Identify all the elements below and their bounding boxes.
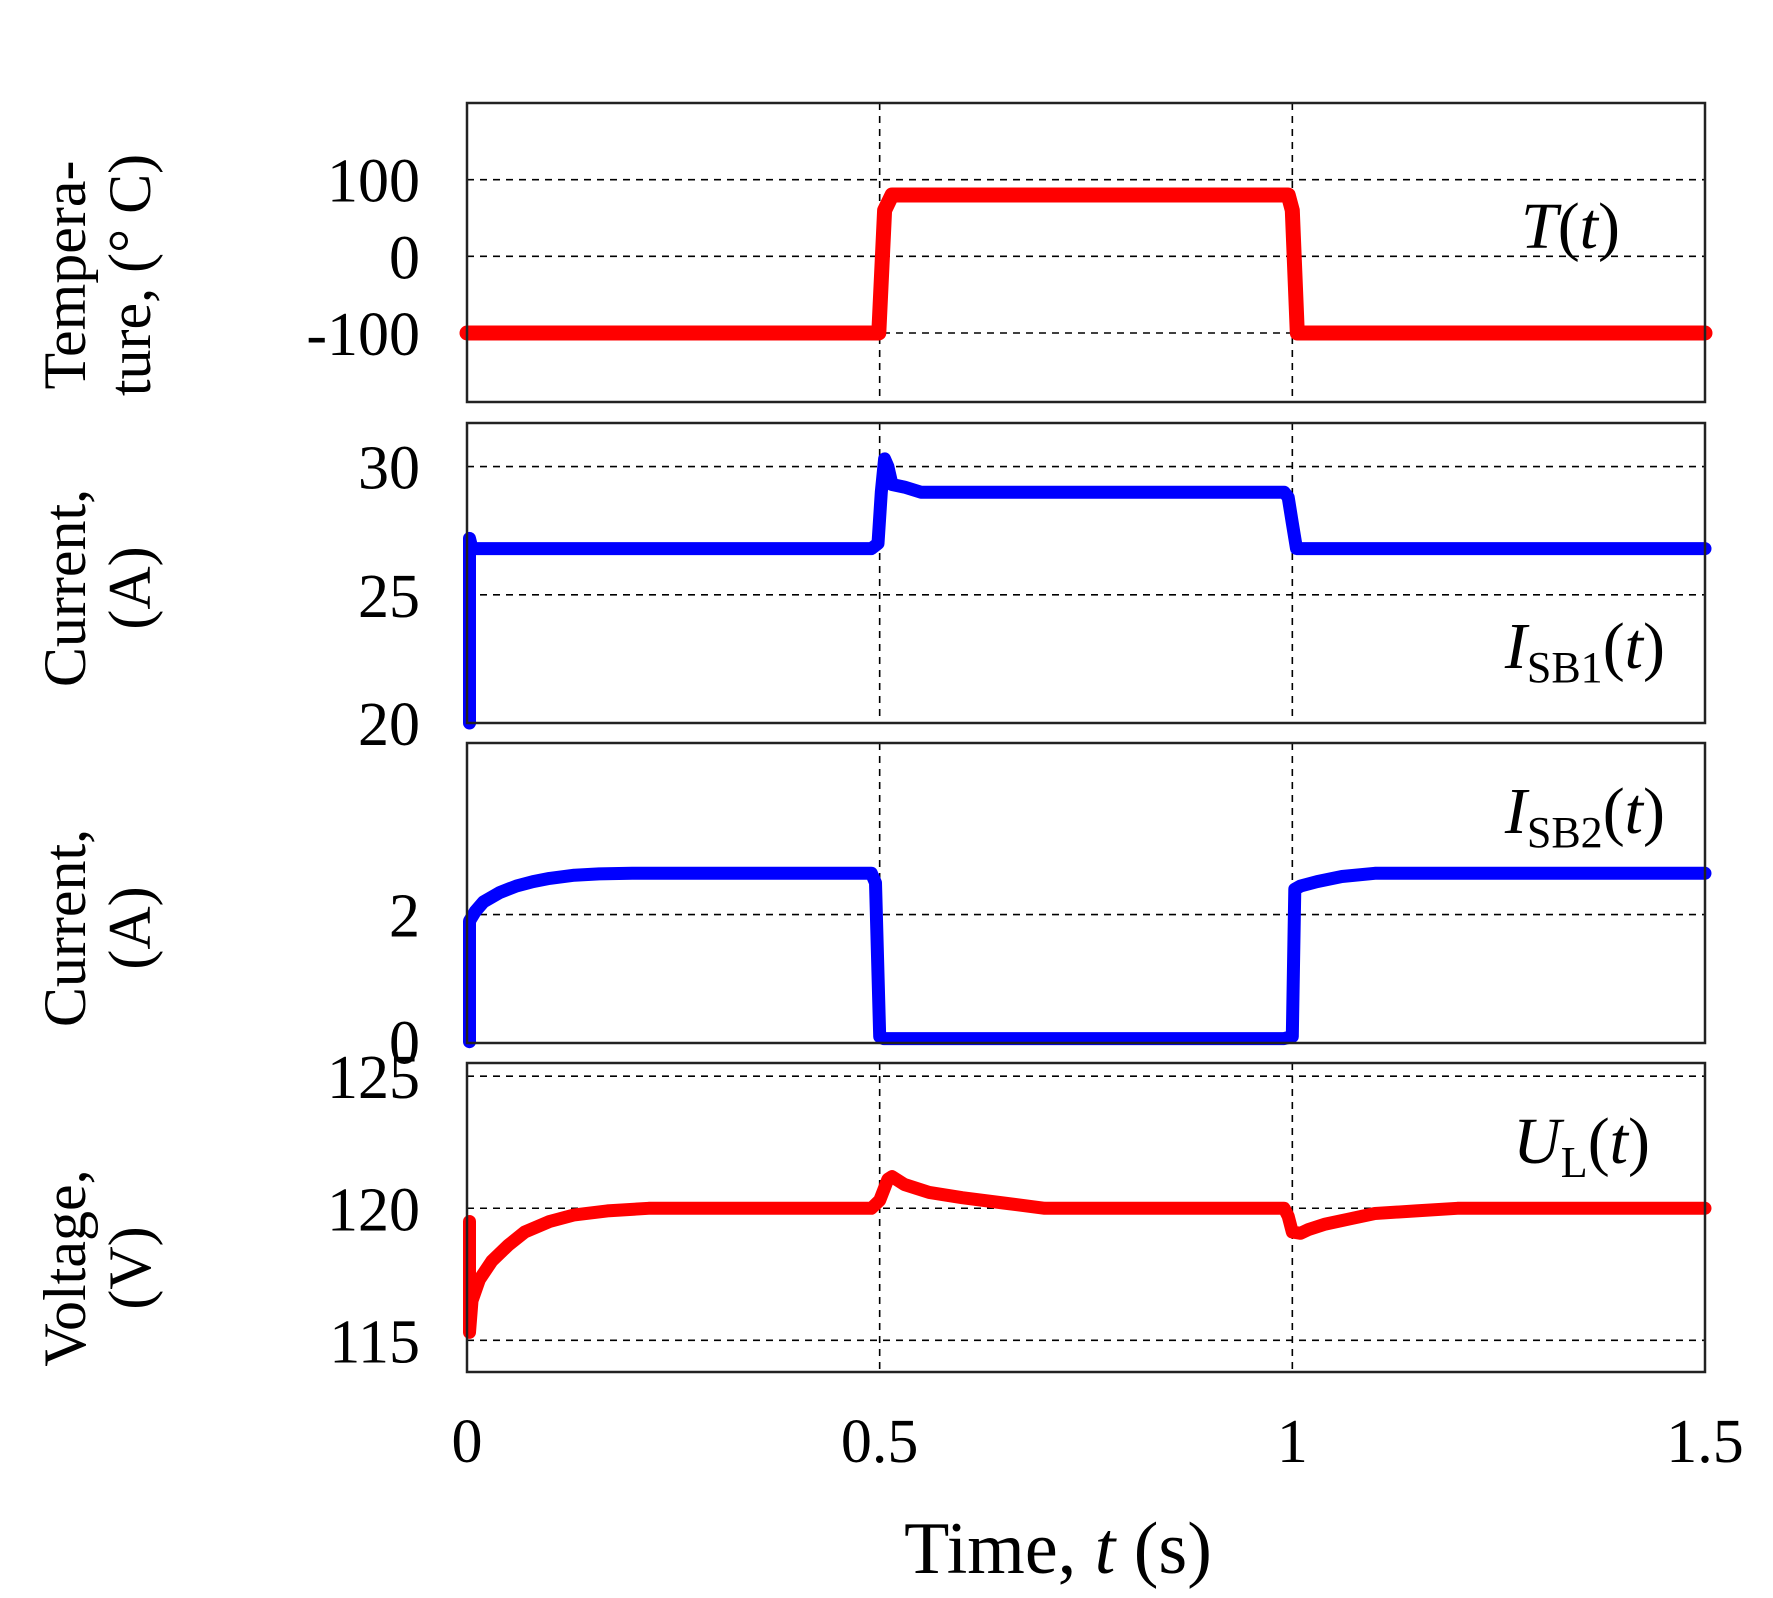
y-tick-label: 125 bbox=[327, 1044, 420, 1112]
trace-label: UL(t) bbox=[1513, 1105, 1650, 1187]
y-tick-label: 120 bbox=[327, 1176, 420, 1244]
ylabel-voltage-line2: (V) bbox=[97, 1226, 163, 1309]
ylabel-current-sb2: Current, (A) bbox=[32, 829, 163, 1027]
trace-label-main: T bbox=[1521, 190, 1562, 263]
y-tick-label: 20 bbox=[358, 691, 420, 759]
x-axis-label-prefix: Time, bbox=[904, 1508, 1095, 1590]
y-tick-label: -100 bbox=[306, 301, 420, 369]
trace-label-main: U bbox=[1513, 1105, 1565, 1178]
trace-label-arg-close: ) bbox=[1643, 610, 1665, 683]
trace-label-arg: ( bbox=[1558, 190, 1580, 263]
trace-label-arg: ( bbox=[1603, 775, 1625, 848]
trace-label-arg: ( bbox=[1603, 610, 1625, 683]
ylabel-temperature: Tempera- ture, (° C) bbox=[32, 154, 163, 396]
y-tick-label: 100 bbox=[327, 148, 420, 216]
x-axis-ticks: 0 0.5 1 1.5 bbox=[452, 1408, 1744, 1476]
trace-label-arg-var: t bbox=[1610, 1105, 1630, 1178]
trace-label-arg-close: ) bbox=[1628, 1105, 1650, 1178]
plot-frame bbox=[465, 421, 1707, 725]
trace-label-arg-close: ) bbox=[1598, 190, 1620, 263]
series-line bbox=[463, 866, 1712, 1049]
series-line bbox=[459, 187, 1713, 341]
trace-label-sub: SB2 bbox=[1527, 808, 1603, 857]
x-axis-label-var: t bbox=[1095, 1508, 1118, 1590]
ylabel-temperature-line2: ture, (° C) bbox=[97, 154, 163, 396]
plot-frame bbox=[465, 741, 1707, 1045]
series-line bbox=[463, 1170, 1712, 1339]
x-axis-label: Time, t (s) bbox=[904, 1508, 1212, 1590]
x-axis-label-suffix: (s) bbox=[1115, 1508, 1212, 1590]
trace-label-sub: L bbox=[1561, 1138, 1588, 1187]
x-tick-label: 0 bbox=[452, 1408, 483, 1476]
x-tick-label: 1.5 bbox=[1666, 1408, 1744, 1476]
trace-label-arg-close: ) bbox=[1643, 775, 1665, 848]
panel-temperature: 100 0 -100 T(t) bbox=[306, 101, 1713, 404]
ylabel-current-sb1-line1: Current, bbox=[32, 489, 98, 687]
panel-voltage: 125 120 115 UL(t) bbox=[327, 1044, 1712, 1376]
trace-label: T(t) bbox=[1521, 190, 1620, 263]
y-tick-label: 0 bbox=[389, 1010, 420, 1078]
trace-label-main: I bbox=[1504, 610, 1530, 683]
y-tick-label: 2 bbox=[389, 883, 420, 951]
trace-label: ISB2(t) bbox=[1504, 775, 1665, 857]
panel-current-sb1: 30 25 20 ISB1(t) bbox=[358, 421, 1712, 759]
trace-label-arg-var: t bbox=[1625, 775, 1645, 848]
ylabel-current-sb2-line1: Current, bbox=[32, 829, 98, 1027]
y-tick-label: 115 bbox=[329, 1308, 420, 1376]
panel-current-sb2: 2 0 ISB2(t) bbox=[389, 741, 1712, 1078]
y-tick-label: 0 bbox=[389, 224, 420, 292]
ylabel-voltage: Voltage, (V) bbox=[32, 1169, 163, 1366]
y-tick-label: 25 bbox=[358, 563, 420, 631]
trace-label-sub: SB1 bbox=[1527, 643, 1603, 692]
trace-label: ISB1(t) bbox=[1504, 610, 1665, 692]
trace-label-arg: ( bbox=[1588, 1105, 1610, 1178]
ylabel-voltage-line1: Voltage, bbox=[32, 1169, 98, 1366]
trace-label-arg-var: t bbox=[1625, 610, 1645, 683]
ylabel-current-sb1-line2: (A) bbox=[97, 546, 163, 629]
x-tick-label: 0.5 bbox=[841, 1408, 919, 1476]
trace-label-main: I bbox=[1504, 775, 1530, 848]
ylabel-current-sb2-line2: (A) bbox=[97, 886, 163, 969]
ylabel-current-sb1: Current, (A) bbox=[32, 489, 163, 687]
plot-frame bbox=[465, 101, 1707, 404]
series-line bbox=[463, 452, 1712, 730]
plot-frame bbox=[465, 1061, 1707, 1374]
ylabel-temperature-line1: Tempera- bbox=[32, 161, 98, 390]
trace-label-arg-var: t bbox=[1580, 190, 1600, 263]
x-tick-label: 1 bbox=[1277, 1408, 1308, 1476]
y-tick-label: 30 bbox=[358, 435, 420, 503]
